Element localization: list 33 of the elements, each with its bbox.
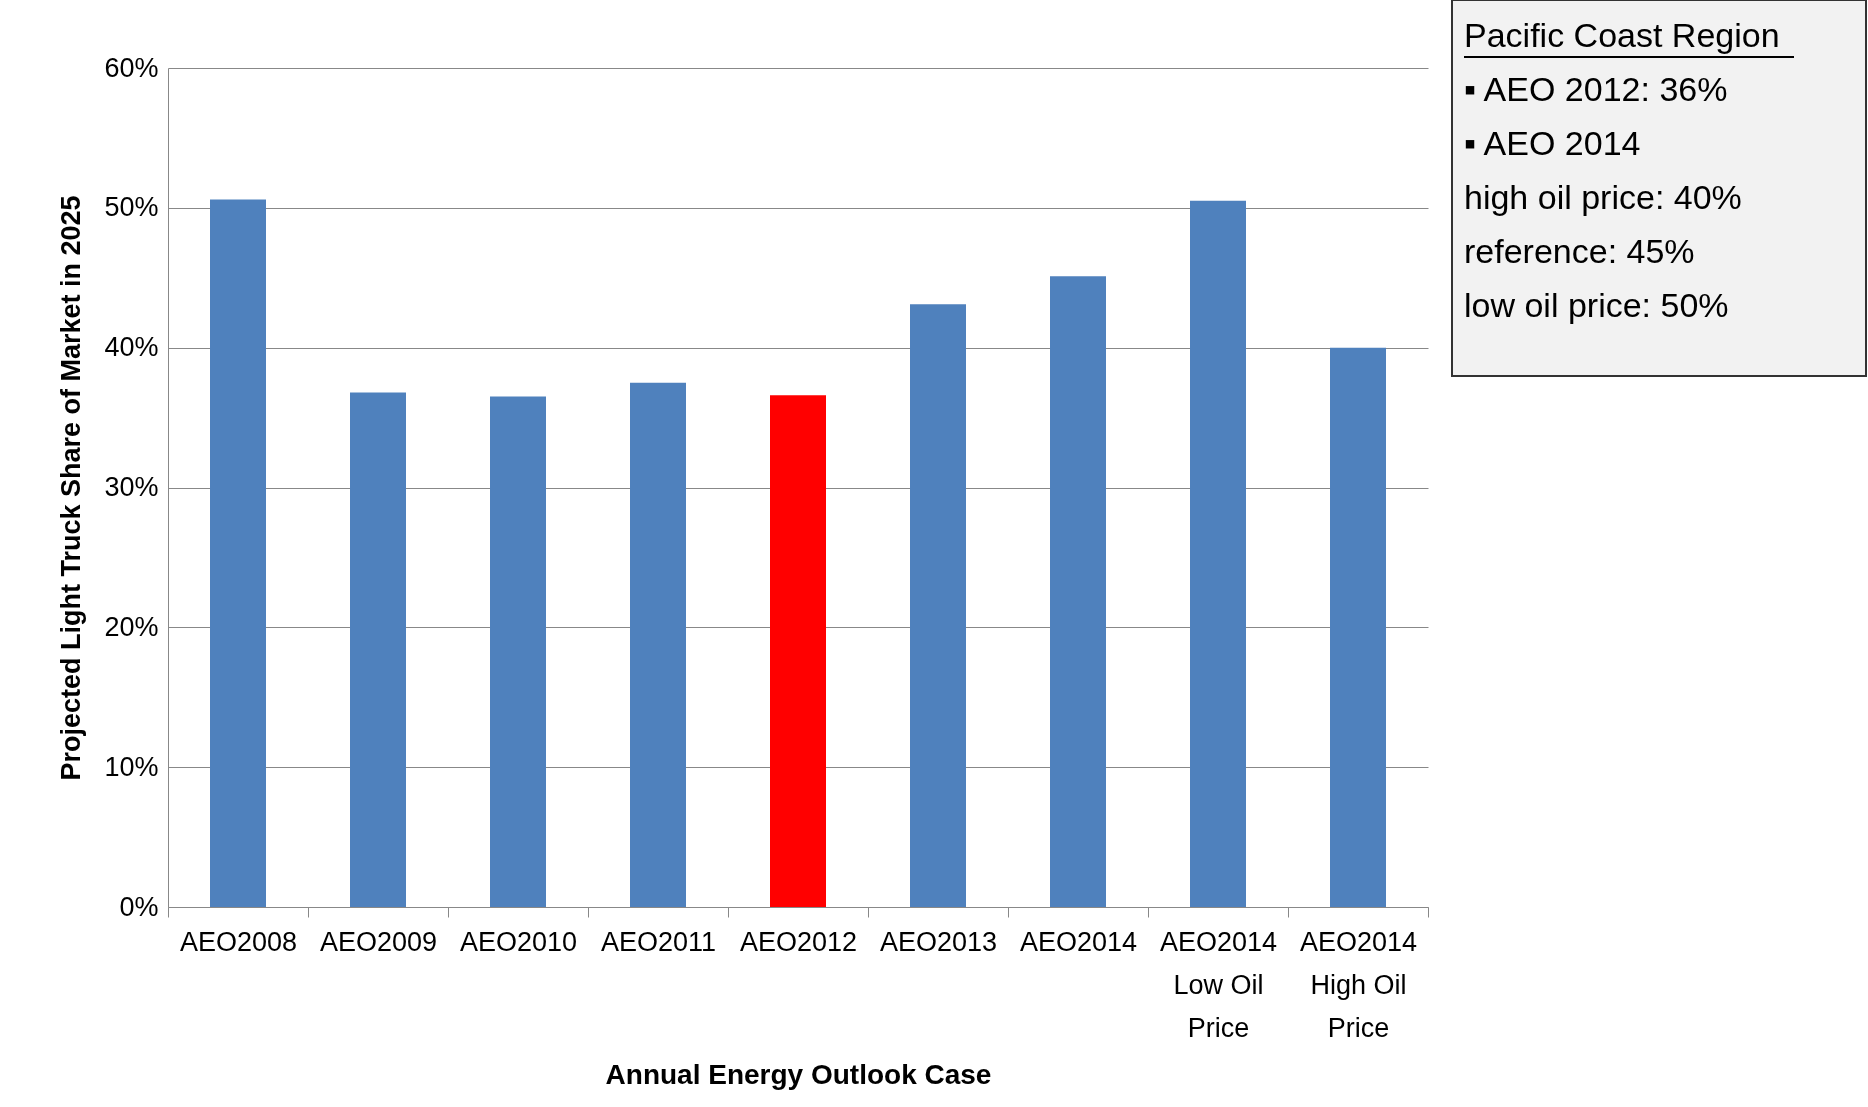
bar — [210, 199, 266, 907]
bar — [630, 382, 686, 907]
bar — [350, 392, 406, 907]
text: high oil price: 40% — [1464, 178, 1742, 216]
bar — [770, 395, 826, 907]
x-tick-label: AEO2013 — [879, 926, 998, 957]
bar — [1330, 347, 1386, 907]
y-tick-label: 50% — [104, 192, 159, 223]
x-tick-label: AEO2009 — [319, 926, 438, 957]
y-tick-label: 20% — [104, 611, 159, 642]
text: ▪ AEO 2014 — [1464, 124, 1641, 162]
x-tick-label: AEO2014 — [1019, 926, 1138, 957]
bar — [910, 304, 966, 907]
x-tick-label: AEO2010 — [459, 926, 578, 957]
text: low oil price: 50% — [1464, 286, 1729, 324]
x-axis-title: Annual Energy Outlook Case — [605, 1058, 992, 1090]
text: reference: 45% — [1464, 232, 1695, 270]
bar — [490, 396, 546, 907]
text: Pacific Coast Region — [1464, 16, 1780, 54]
y-tick-label: 0% — [119, 891, 159, 922]
y-axis-title: Projected Light Truck Share of Market in 2025 — [56, 195, 87, 781]
x-tick-label: AEO2012 — [739, 926, 858, 957]
x-tick-label: AEO2011 — [600, 926, 717, 957]
bar — [1190, 200, 1246, 907]
y-tick-label: 60% — [104, 52, 159, 83]
x-tick-label: AEO2008 — [179, 926, 298, 957]
y-tick-label: 10% — [104, 751, 159, 782]
x-tick-label: AEO2014 High Oil Price — [1299, 926, 1418, 1043]
y-tick-label: 30% — [104, 472, 159, 502]
bar — [1050, 276, 1106, 907]
y-tick-label: 40% — [104, 332, 159, 363]
text: ▪ AEO 2012: 36% — [1464, 70, 1728, 108]
x-tick-label: AEO2014 Low Oil Price — [1159, 926, 1278, 1043]
